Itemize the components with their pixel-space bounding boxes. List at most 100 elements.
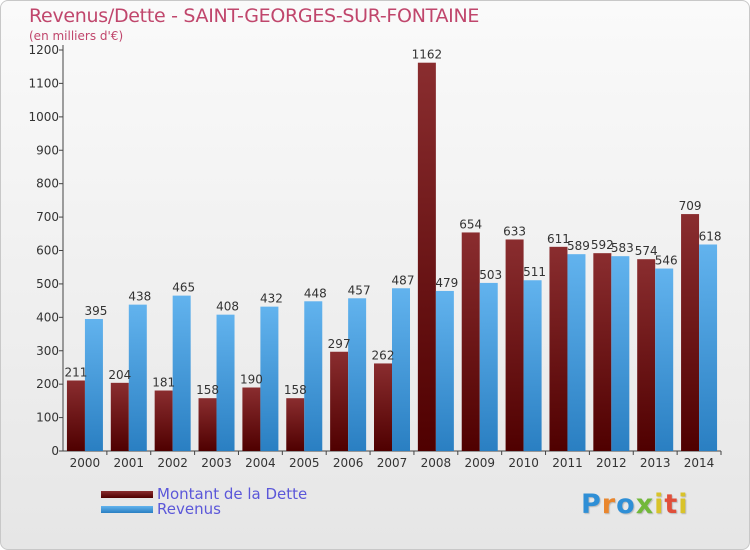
data-label-revenus: 589 xyxy=(567,239,590,253)
bar-revenus xyxy=(392,288,410,451)
bar-revenus xyxy=(304,301,323,451)
bar-revenus xyxy=(260,306,279,451)
bar-dette xyxy=(505,239,524,451)
data-label-revenus: 546 xyxy=(655,254,678,268)
bar-dette xyxy=(286,398,305,451)
data-label-dette: 654 xyxy=(459,217,482,231)
x-tick-label: 2001 xyxy=(114,456,145,470)
x-tick-label: 2008 xyxy=(421,456,452,470)
y-tick-label: 300 xyxy=(36,344,59,358)
x-tick-label: 2002 xyxy=(157,456,188,470)
bar-dette xyxy=(417,62,436,451)
data-label-dette: 158 xyxy=(196,383,219,397)
y-tick-label: 800 xyxy=(36,177,59,191)
bar-revenus xyxy=(611,256,630,451)
logo-letter: P xyxy=(581,489,602,520)
logo-letter: x xyxy=(635,489,655,520)
bar-dette xyxy=(110,382,129,451)
data-label-dette: 1162 xyxy=(412,48,443,62)
bar-revenus xyxy=(479,282,498,451)
legend-swatch-dette xyxy=(101,491,153,498)
proxiti-logo: Proxiti xyxy=(581,489,689,520)
x-tick-label: 2013 xyxy=(640,456,671,470)
x-tick-label: 2012 xyxy=(596,456,627,470)
bar-dette xyxy=(637,259,656,451)
data-label-revenus: 583 xyxy=(611,241,634,255)
bar-revenus xyxy=(348,298,367,451)
y-tick-label: 100 xyxy=(36,411,59,425)
data-label-revenus: 448 xyxy=(304,286,327,300)
logo-letter: t xyxy=(664,489,679,520)
x-tick-label: 2003 xyxy=(201,456,232,470)
data-label-dette: 204 xyxy=(108,368,131,382)
legend-label-dette: Montant de la Dette xyxy=(157,485,308,503)
data-label-revenus: 432 xyxy=(260,292,283,306)
bar-dette xyxy=(374,363,392,451)
logo-letter: o xyxy=(616,489,636,520)
bar-dette xyxy=(593,253,612,451)
data-label-dette: 574 xyxy=(635,244,658,258)
data-label-revenus: 465 xyxy=(172,281,195,295)
bar-revenus xyxy=(435,290,454,451)
data-label-dette: 633 xyxy=(503,224,526,238)
bar-dette xyxy=(154,390,173,451)
legend-label-revenus: Revenus xyxy=(157,500,221,518)
bar-dette xyxy=(198,398,217,451)
y-tick-label: 500 xyxy=(36,277,59,291)
y-tick-label: 700 xyxy=(36,210,59,224)
y-tick-label: 200 xyxy=(36,377,59,391)
data-label-revenus: 618 xyxy=(699,229,722,243)
bar-dette xyxy=(242,387,261,451)
x-tick-label: 2000 xyxy=(70,456,101,470)
chart-title: Revenus/Dette - SAINT-GEORGES-SUR-FONTAI… xyxy=(29,5,480,27)
data-label-dette: 709 xyxy=(679,199,702,213)
bar-dette xyxy=(681,214,700,451)
data-label-dette: 611 xyxy=(547,232,570,246)
bar-revenus xyxy=(699,244,718,451)
data-label-revenus: 395 xyxy=(84,304,107,318)
data-label-revenus: 438 xyxy=(128,290,151,304)
data-label-dette: 297 xyxy=(328,337,351,351)
data-label-dette: 158 xyxy=(284,383,307,397)
bar-dette xyxy=(66,380,85,451)
logo-letter: r xyxy=(601,489,617,520)
data-label-dette: 190 xyxy=(240,373,263,387)
x-tick-label: 2005 xyxy=(289,456,320,470)
bar-revenus xyxy=(84,319,103,451)
x-tick-label: 2014 xyxy=(684,456,715,470)
bar-dette xyxy=(461,232,480,451)
y-tick-label: 900 xyxy=(36,143,59,157)
bar-revenus xyxy=(128,304,147,451)
bar-revenus xyxy=(523,280,542,451)
x-tick-label: 2004 xyxy=(245,456,276,470)
chart-subtitle: (en milliers d'€) xyxy=(29,29,124,43)
x-tick-label: 2009 xyxy=(464,456,495,470)
value-labels: 211 395 204 438 181 465 158 408 190 432 158 448 297 4… xyxy=(64,48,721,398)
bar-revenus xyxy=(216,314,235,451)
bar-dette xyxy=(330,351,349,451)
bar-revenus xyxy=(172,295,191,451)
logo-letter: i xyxy=(654,489,665,520)
x-tick-label: 2006 xyxy=(333,456,364,470)
bar-dette xyxy=(549,246,568,451)
data-label-dette: 262 xyxy=(372,348,395,362)
bar-revenus xyxy=(567,254,586,451)
y-tick-label: 600 xyxy=(36,244,59,258)
bar-revenus xyxy=(655,268,674,451)
y-tick-label: 1200 xyxy=(28,43,59,57)
data-label-revenus: 408 xyxy=(216,300,239,314)
x-tick-label: 2010 xyxy=(508,456,539,470)
y-tick-label: 400 xyxy=(36,310,59,324)
x-tick-label: 2011 xyxy=(552,456,583,470)
data-label-revenus: 503 xyxy=(479,268,502,282)
y-tick-label: 0 xyxy=(51,444,59,458)
x-tick-label: 2007 xyxy=(377,456,408,470)
data-label-dette: 181 xyxy=(152,376,175,390)
data-label-revenus: 479 xyxy=(435,276,458,290)
data-label-revenus: 487 xyxy=(392,273,415,287)
y-tick-label: 1100 xyxy=(28,76,59,90)
data-label-revenus: 511 xyxy=(523,265,546,279)
bars xyxy=(66,62,718,451)
